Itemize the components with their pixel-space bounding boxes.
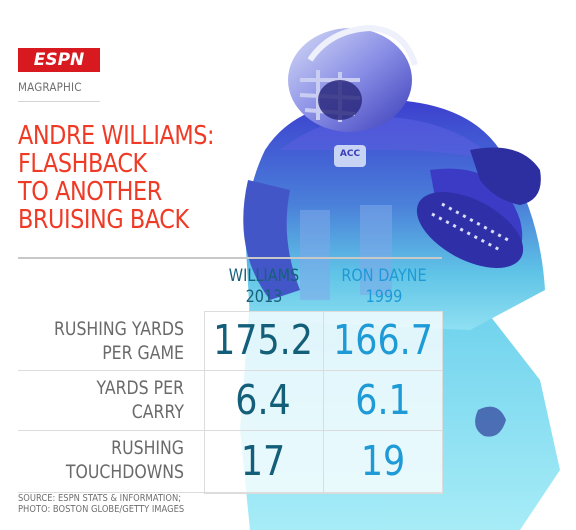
row-label-line: TOUCHDOWNS <box>65 462 184 483</box>
column-name: RON DAYNE <box>341 266 427 286</box>
table-bottom-rule <box>18 492 442 493</box>
row-label-line: RUSHING <box>111 438 184 459</box>
headline-line: FLASHBACK <box>18 149 147 179</box>
value-dayne-yards-per-carry: 6.1 <box>355 376 411 424</box>
section-label: MAGRAPHIC <box>18 80 82 94</box>
row-label-line: PER GAME <box>102 343 184 364</box>
divider <box>18 101 100 102</box>
value-williams-yards-per-carry: 6.4 <box>235 376 291 424</box>
column-divider <box>323 311 324 494</box>
value-williams-rushing-yards: 175.2 <box>213 316 313 364</box>
jersey-patch-label: ACC <box>339 149 361 159</box>
column-header-williams: WILLIAMS 2013 <box>215 266 314 308</box>
source-credits: SOURCE: ESPN STATS & INFORMATION; PHOTO:… <box>18 493 184 515</box>
value-williams-touchdowns: 17 <box>240 437 286 485</box>
credit-line: PHOTO: BOSTON GLOBE/GETTY IMAGES <box>18 504 185 515</box>
headline-line: TO ANOTHER <box>18 177 162 207</box>
row-label-line: YARDS PER <box>96 378 184 399</box>
value-dayne-touchdowns: 19 <box>360 437 406 485</box>
column-year: 2013 <box>245 287 283 307</box>
row-label-line: RUSHING YARDS <box>54 319 185 340</box>
row-divider <box>18 370 442 371</box>
headline-line: BRUISING BACK <box>18 205 189 235</box>
row-label-rushing-yards: RUSHING YARDS PER GAME <box>36 318 184 366</box>
column-header-dayne: RON DAYNE 1999 <box>335 266 434 308</box>
espn-logo: ESPN <box>18 48 100 72</box>
headline: ANDRE WILLIAMS: FLASHBACK TO ANOTHER BRU… <box>18 122 233 234</box>
value-dayne-rushing-yards: 166.7 <box>333 316 433 364</box>
row-divider <box>18 430 442 431</box>
column-year: 1999 <box>365 287 403 307</box>
row-label-line: CARRY <box>131 402 184 423</box>
row-label-touchdowns: RUSHING TOUCHDOWNS <box>36 437 184 485</box>
headline-line: ANDRE WILLIAMS: <box>18 121 215 151</box>
credit-line: SOURCE: ESPN STATS & INFORMATION; <box>18 493 182 504</box>
table-top-rule <box>18 257 442 259</box>
row-label-yards-per-carry: YARDS PER CARRY <box>36 377 184 425</box>
column-name: WILLIAMS <box>228 266 300 286</box>
